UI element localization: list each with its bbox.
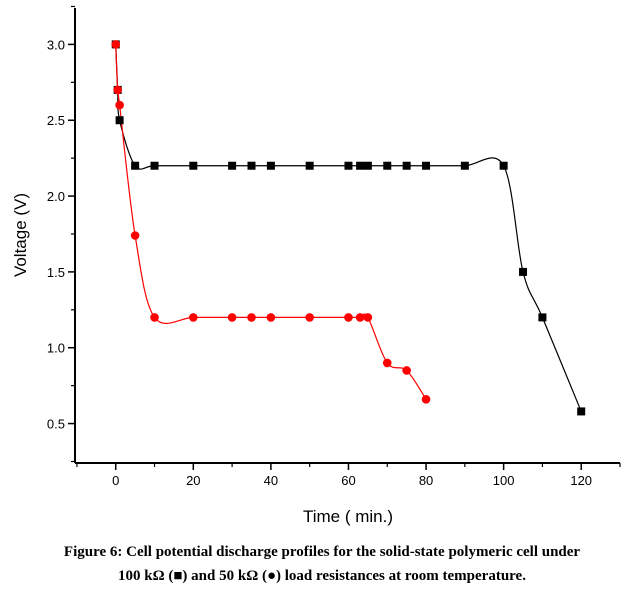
figure-caption-line2: 100 kΩ (■) and 50 kΩ (●) load resistance… (118, 568, 526, 584)
x-axis-label: Time ( min.) (303, 507, 393, 526)
data-point-square (460, 161, 469, 170)
x-tick-label: 0 (112, 473, 119, 488)
data-point-square (305, 161, 314, 170)
data-point-square (499, 161, 508, 170)
data-point-circle (266, 313, 276, 322)
data-point-square (228, 161, 237, 170)
y-tick-label: 0.5 (47, 417, 65, 432)
data-point-circle (344, 313, 353, 322)
red-series-line (115, 44, 427, 400)
data-point-circle (111, 40, 121, 49)
data-point-square (266, 161, 275, 170)
figure-caption-line1: Figure 6: Cell potential discharge profi… (63, 544, 581, 560)
discharge-chart: 0 20 40 60 80 100 120 0.5 1.0 1.5 2.0 2.5 3.0 Time (… (11, 5, 621, 526)
data-point-circle (227, 313, 237, 322)
y-tick-label: 2.0 (47, 189, 65, 204)
data-point-circle (189, 313, 198, 322)
markers (111, 40, 586, 416)
data-point-square (577, 407, 586, 416)
data-point-circle (130, 231, 140, 240)
data-point-circle (363, 313, 373, 322)
data-point-circle (402, 366, 411, 375)
data-point-square (402, 161, 411, 170)
data-point-square (247, 161, 256, 170)
data-point-square (150, 161, 159, 170)
x-tick-label: 120 (570, 473, 592, 488)
x-tick-label: 100 (493, 473, 515, 488)
data-point-square (538, 313, 547, 322)
data-point-circle (355, 313, 365, 322)
data-point-circle (150, 313, 159, 322)
x-tick-label: 40 (264, 473, 278, 488)
data-point-square (131, 161, 140, 170)
axes: 0 20 40 60 80 100 120 0.5 1.0 1.5 2.0 2.5 3.0 (47, 5, 621, 488)
data-point-circle (305, 313, 314, 322)
data-point-circle (113, 85, 122, 95)
data-point-circle (115, 100, 124, 110)
data-point-square (383, 161, 392, 170)
data-point-circle (421, 395, 431, 404)
data-point-square (519, 267, 528, 276)
data-point-square (356, 161, 365, 170)
curves (115, 44, 582, 412)
x-tick-label: 80 (419, 473, 433, 488)
y-tick-label: 2.5 (47, 113, 65, 128)
y-axis-label: Voltage (V) (11, 193, 30, 277)
y-tick-label: 1.5 (47, 265, 65, 280)
data-point-square (363, 161, 372, 170)
x-tick-label: 20 (186, 473, 200, 488)
data-point-square (189, 161, 198, 170)
data-point-square (422, 161, 431, 170)
y-tick-label: 1.0 (47, 341, 65, 356)
data-point-square (344, 161, 353, 170)
x-tick-label: 60 (341, 473, 355, 488)
data-point-circle (382, 358, 392, 368)
y-tick-label: 3.0 (47, 37, 65, 52)
data-point-circle (247, 313, 256, 322)
black-series-line (115, 44, 582, 412)
data-point-square (115, 116, 124, 125)
